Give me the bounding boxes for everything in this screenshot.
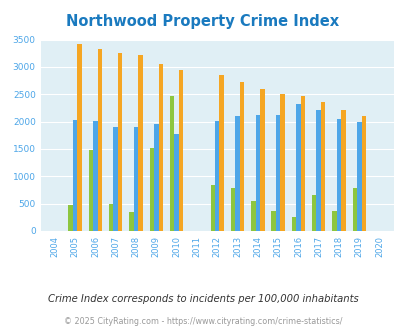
Text: © 2025 CityRating.com - https://www.cityrating.com/crime-statistics/: © 2025 CityRating.com - https://www.city… xyxy=(64,317,341,326)
Bar xyxy=(149,148,154,231)
Bar xyxy=(98,49,102,231)
Bar xyxy=(255,115,260,231)
Bar xyxy=(219,75,224,231)
Bar xyxy=(138,55,142,231)
Bar xyxy=(215,121,219,231)
Bar xyxy=(316,110,320,231)
Bar xyxy=(134,127,138,231)
Bar xyxy=(178,70,183,231)
Bar xyxy=(356,122,361,231)
Bar xyxy=(77,44,81,231)
Bar xyxy=(210,185,215,231)
Text: Crime Index corresponds to incidents per 100,000 inhabitants: Crime Index corresponds to incidents per… xyxy=(47,294,358,304)
Bar xyxy=(154,124,158,231)
Bar xyxy=(239,82,244,231)
Bar xyxy=(230,188,234,231)
Bar xyxy=(361,115,365,231)
Bar xyxy=(170,96,174,231)
Bar xyxy=(352,188,356,231)
Bar xyxy=(73,120,77,231)
Bar xyxy=(113,127,118,231)
Bar xyxy=(129,212,134,231)
Bar xyxy=(300,96,305,231)
Bar xyxy=(118,53,122,231)
Bar xyxy=(235,116,239,231)
Bar xyxy=(291,217,295,231)
Bar xyxy=(275,115,279,231)
Bar xyxy=(271,211,275,231)
Bar xyxy=(158,64,162,231)
Bar xyxy=(340,110,345,231)
Bar xyxy=(250,202,255,231)
Bar xyxy=(279,94,284,231)
Bar xyxy=(68,205,73,231)
Text: Northwood Property Crime Index: Northwood Property Crime Index xyxy=(66,14,339,29)
Bar xyxy=(93,120,98,231)
Bar xyxy=(320,102,325,231)
Bar xyxy=(174,134,178,231)
Bar xyxy=(331,211,336,231)
Bar xyxy=(311,195,316,231)
Bar xyxy=(336,119,341,231)
Bar xyxy=(259,89,264,231)
Bar xyxy=(296,104,300,231)
Bar xyxy=(109,204,113,231)
Bar xyxy=(88,150,93,231)
